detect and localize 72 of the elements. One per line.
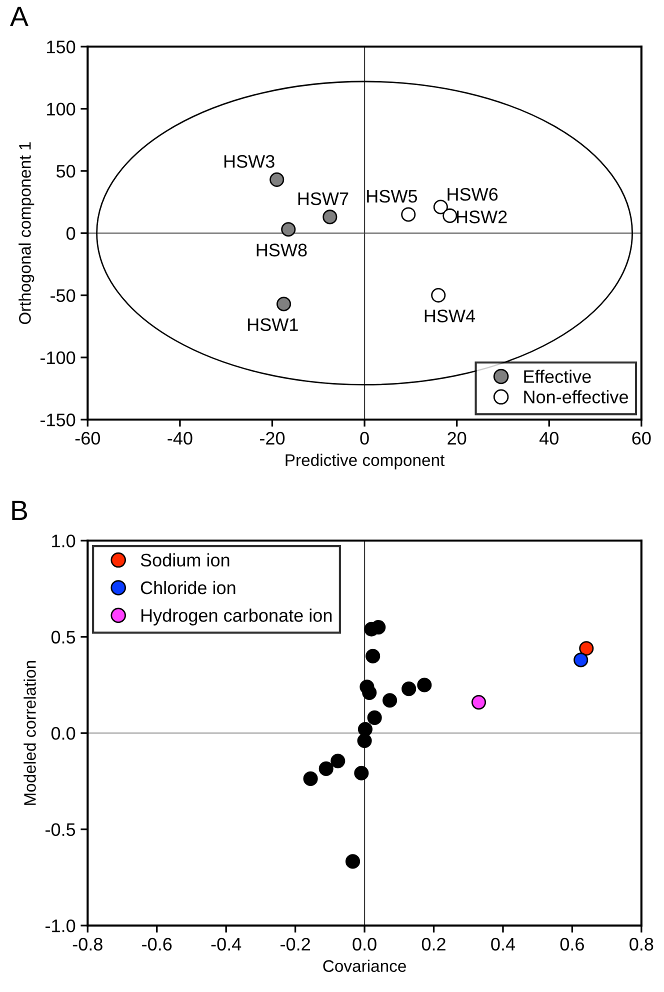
x-tick-label: -60 xyxy=(75,432,100,445)
y-tick-label: 1.0 xyxy=(52,534,76,548)
point xyxy=(366,648,380,664)
point xyxy=(270,172,284,187)
x-tick-label: -20 xyxy=(260,432,285,445)
y-tick-label: 0.5 xyxy=(51,630,76,644)
legend-label: Effective xyxy=(524,370,591,383)
point xyxy=(402,682,416,696)
x-tick-label: 0 xyxy=(360,432,369,445)
x-axis-title: Covariance xyxy=(323,960,406,972)
annotation: HSW3 xyxy=(224,155,274,168)
x-axis-title: Predictive component xyxy=(286,454,445,470)
y-tick-label: -1.0 xyxy=(46,919,76,932)
point xyxy=(371,620,386,635)
x-tick-label: 20 xyxy=(448,432,466,445)
point xyxy=(281,222,296,237)
annotation: HSW7 xyxy=(298,192,348,206)
annotation: HSW2 xyxy=(456,210,507,224)
annotation: HSW1 xyxy=(248,318,298,332)
point xyxy=(322,210,338,224)
x-tick-label: -0.2 xyxy=(280,938,310,951)
point xyxy=(358,722,373,737)
y-tick-label: -150 xyxy=(40,414,76,426)
x-tick-label: 0.6 xyxy=(560,938,584,951)
y-tick-label: 150 xyxy=(47,40,76,54)
x-tick-label: 0.0 xyxy=(352,938,376,951)
annotation: HSW5 xyxy=(367,190,418,203)
point xyxy=(345,854,360,869)
point xyxy=(433,200,448,214)
point xyxy=(471,695,486,710)
point xyxy=(401,207,416,222)
y-tick-label: 0 xyxy=(66,227,76,240)
point xyxy=(303,771,318,786)
x-tick-label: 60 xyxy=(632,432,651,445)
point xyxy=(318,761,334,776)
point xyxy=(354,766,369,780)
x-tick-label: 0.4 xyxy=(491,938,515,951)
text: B xyxy=(12,500,28,520)
y-tick-label: -50 xyxy=(50,289,76,302)
x-tick-label: -0.8 xyxy=(72,938,102,951)
y-tick-label: -0.5 xyxy=(46,823,76,836)
y-axis-title: Modeled correlation xyxy=(24,660,36,805)
y-tick-label: -100 xyxy=(40,351,76,364)
point xyxy=(417,678,432,692)
x-tick-label: -0.4 xyxy=(211,938,242,951)
point xyxy=(362,685,377,700)
point xyxy=(442,208,458,223)
legend-label: Non-effective xyxy=(524,390,628,404)
annotation: HSW8 xyxy=(256,244,307,256)
annotation: HSW6 xyxy=(448,188,498,201)
y-tick-label: 50 xyxy=(56,164,76,178)
x-tick-label: 0.2 xyxy=(422,938,446,951)
x-tick-label: -40 xyxy=(168,432,192,445)
legend-label: Chloride ion xyxy=(140,580,236,594)
y-tick-label: 0.0 xyxy=(51,727,76,740)
point xyxy=(382,693,398,708)
legend-label: Hydrogen carbonate ion xyxy=(141,608,332,626)
point xyxy=(330,754,346,768)
text: A xyxy=(10,6,28,26)
point xyxy=(579,641,594,656)
x-tick-label: 0.8 xyxy=(630,938,654,951)
point xyxy=(276,296,292,312)
annotation: HSW4 xyxy=(424,310,476,322)
y-axis-title: Orthogonal component 1 xyxy=(18,142,34,324)
x-tick-label: 40 xyxy=(540,432,558,445)
point xyxy=(367,710,382,725)
point xyxy=(357,734,372,748)
point xyxy=(574,652,588,668)
x-tick-label: -0.6 xyxy=(142,938,172,951)
y-tick-label: 100 xyxy=(47,102,76,116)
point xyxy=(431,288,446,303)
legend-label: Sodium ion xyxy=(140,553,230,567)
